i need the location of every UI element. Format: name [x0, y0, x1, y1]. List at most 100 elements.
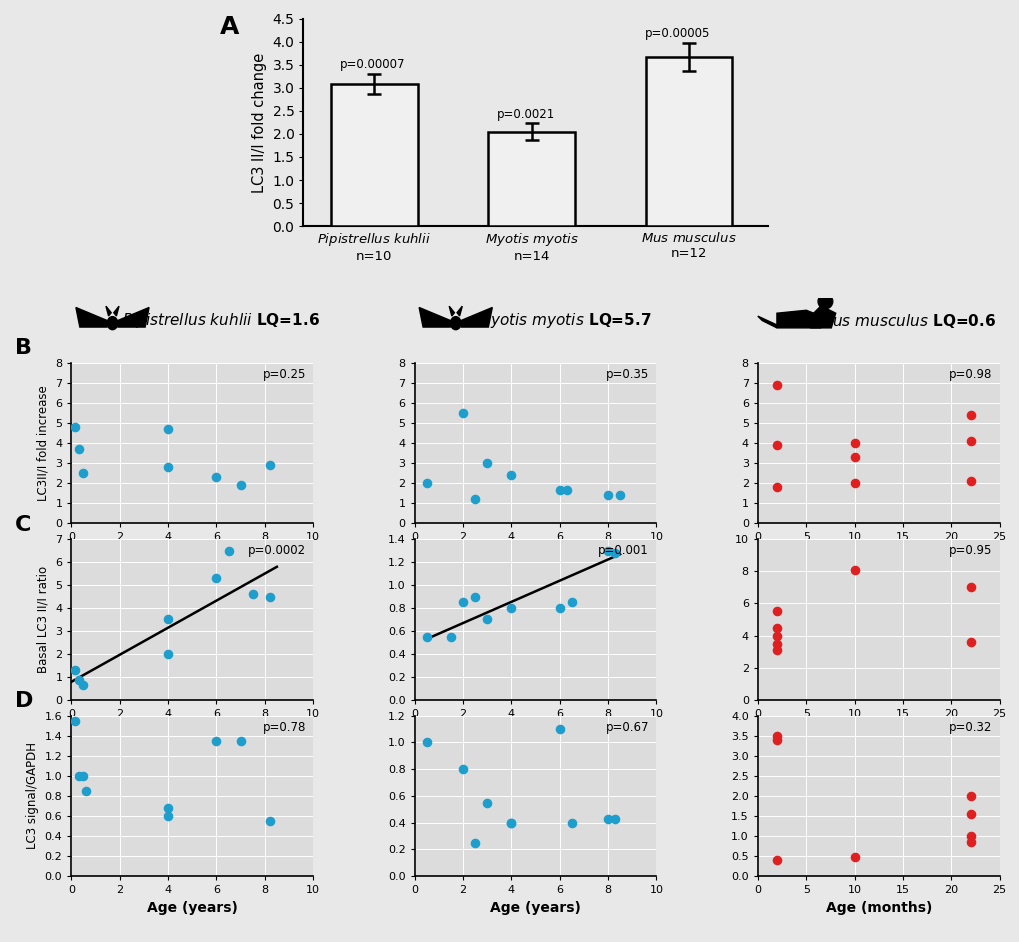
- Point: [479, 612, 495, 627]
- Point: [160, 808, 176, 823]
- Point: [768, 732, 785, 747]
- Point: [962, 806, 978, 821]
- Point: [67, 419, 84, 434]
- Bar: [330, 84, 417, 226]
- Point: [768, 604, 785, 619]
- Point: [551, 482, 568, 497]
- Polygon shape: [461, 307, 492, 327]
- Point: [70, 442, 87, 457]
- Point: [160, 460, 176, 475]
- Point: [442, 629, 459, 644]
- Point: [768, 642, 785, 658]
- Text: p=0.95: p=0.95: [948, 544, 991, 557]
- Text: B: B: [15, 338, 33, 358]
- Point: [418, 629, 434, 644]
- Ellipse shape: [107, 317, 117, 330]
- Text: D: D: [15, 691, 34, 711]
- Point: [768, 628, 785, 643]
- Point: [67, 713, 84, 728]
- Ellipse shape: [450, 317, 461, 330]
- Point: [846, 449, 862, 464]
- Point: [768, 620, 785, 635]
- Text: p=0.001: p=0.001: [598, 544, 648, 557]
- X-axis label: Age (months): Age (months): [824, 901, 931, 915]
- Y-axis label: LC3II/I fold increase: LC3II/I fold increase: [37, 385, 50, 501]
- Point: [245, 587, 261, 602]
- Polygon shape: [419, 307, 450, 327]
- Polygon shape: [106, 306, 111, 316]
- Point: [479, 795, 495, 810]
- X-axis label: Age (years): Age (years): [147, 901, 237, 915]
- Point: [502, 815, 519, 830]
- Bar: [488, 132, 575, 226]
- Point: [160, 421, 176, 436]
- Polygon shape: [448, 306, 454, 316]
- Text: p=0.00007: p=0.00007: [339, 58, 405, 72]
- Point: [467, 589, 483, 604]
- Polygon shape: [117, 307, 149, 327]
- Point: [611, 488, 628, 503]
- Point: [261, 458, 277, 473]
- Point: [454, 594, 471, 609]
- Point: [564, 594, 580, 609]
- Point: [962, 433, 978, 448]
- Point: [599, 488, 615, 503]
- Point: [502, 600, 519, 615]
- Text: p=0.98: p=0.98: [948, 367, 991, 381]
- Text: p=0.35: p=0.35: [605, 367, 648, 381]
- Circle shape: [817, 294, 832, 309]
- Text: $\it{Pipistrellus\ kuhlii}$ LQ=1.6: $\it{Pipistrellus\ kuhlii}$ LQ=1.6: [122, 311, 320, 330]
- Point: [418, 476, 434, 491]
- Point: [599, 544, 615, 559]
- Point: [75, 465, 92, 480]
- Point: [599, 811, 615, 826]
- Polygon shape: [114, 306, 119, 316]
- Point: [962, 408, 978, 423]
- Point: [768, 479, 785, 495]
- Point: [558, 482, 575, 497]
- Point: [962, 788, 978, 804]
- Point: [208, 733, 224, 748]
- Text: $\it{Mus\ musculus}$ LQ=0.6: $\it{Mus\ musculus}$ LQ=0.6: [818, 312, 996, 330]
- Point: [606, 545, 623, 560]
- Text: p=0.78: p=0.78: [262, 721, 306, 734]
- X-axis label: Age (years): Age (years): [489, 901, 581, 915]
- Point: [261, 813, 277, 828]
- Point: [70, 673, 87, 688]
- Polygon shape: [457, 306, 462, 316]
- Text: p=0.0021: p=0.0021: [496, 107, 554, 121]
- Polygon shape: [806, 306, 835, 328]
- Point: [75, 769, 92, 784]
- Y-axis label: LC3 signal/GAPDH: LC3 signal/GAPDH: [26, 742, 39, 850]
- Text: $\it{Myotis\ myotis}$ LQ=5.7: $\it{Myotis\ myotis}$ LQ=5.7: [477, 311, 651, 330]
- Point: [479, 456, 495, 471]
- Point: [551, 600, 568, 615]
- Point: [454, 762, 471, 777]
- Point: [160, 801, 176, 816]
- Point: [70, 769, 87, 784]
- Point: [67, 662, 84, 677]
- Y-axis label: LC3 II/I fold change: LC3 II/I fold change: [252, 53, 267, 192]
- Y-axis label: Basal LC3 II/I ratio: Basal LC3 II/I ratio: [37, 566, 50, 673]
- Point: [962, 474, 978, 489]
- Point: [768, 853, 785, 868]
- Point: [208, 571, 224, 586]
- Point: [768, 636, 785, 651]
- Point: [208, 470, 224, 485]
- Point: [261, 589, 277, 604]
- Point: [160, 612, 176, 627]
- Point: [606, 811, 623, 826]
- Point: [232, 733, 249, 748]
- Point: [768, 438, 785, 453]
- Point: [768, 378, 785, 393]
- Point: [564, 815, 580, 830]
- Polygon shape: [757, 317, 776, 328]
- Point: [232, 478, 249, 493]
- Polygon shape: [75, 307, 107, 327]
- Point: [77, 784, 94, 799]
- Polygon shape: [776, 310, 820, 328]
- Point: [502, 467, 519, 482]
- Point: [768, 728, 785, 743]
- Point: [418, 735, 434, 750]
- Text: p=0.32: p=0.32: [948, 721, 991, 734]
